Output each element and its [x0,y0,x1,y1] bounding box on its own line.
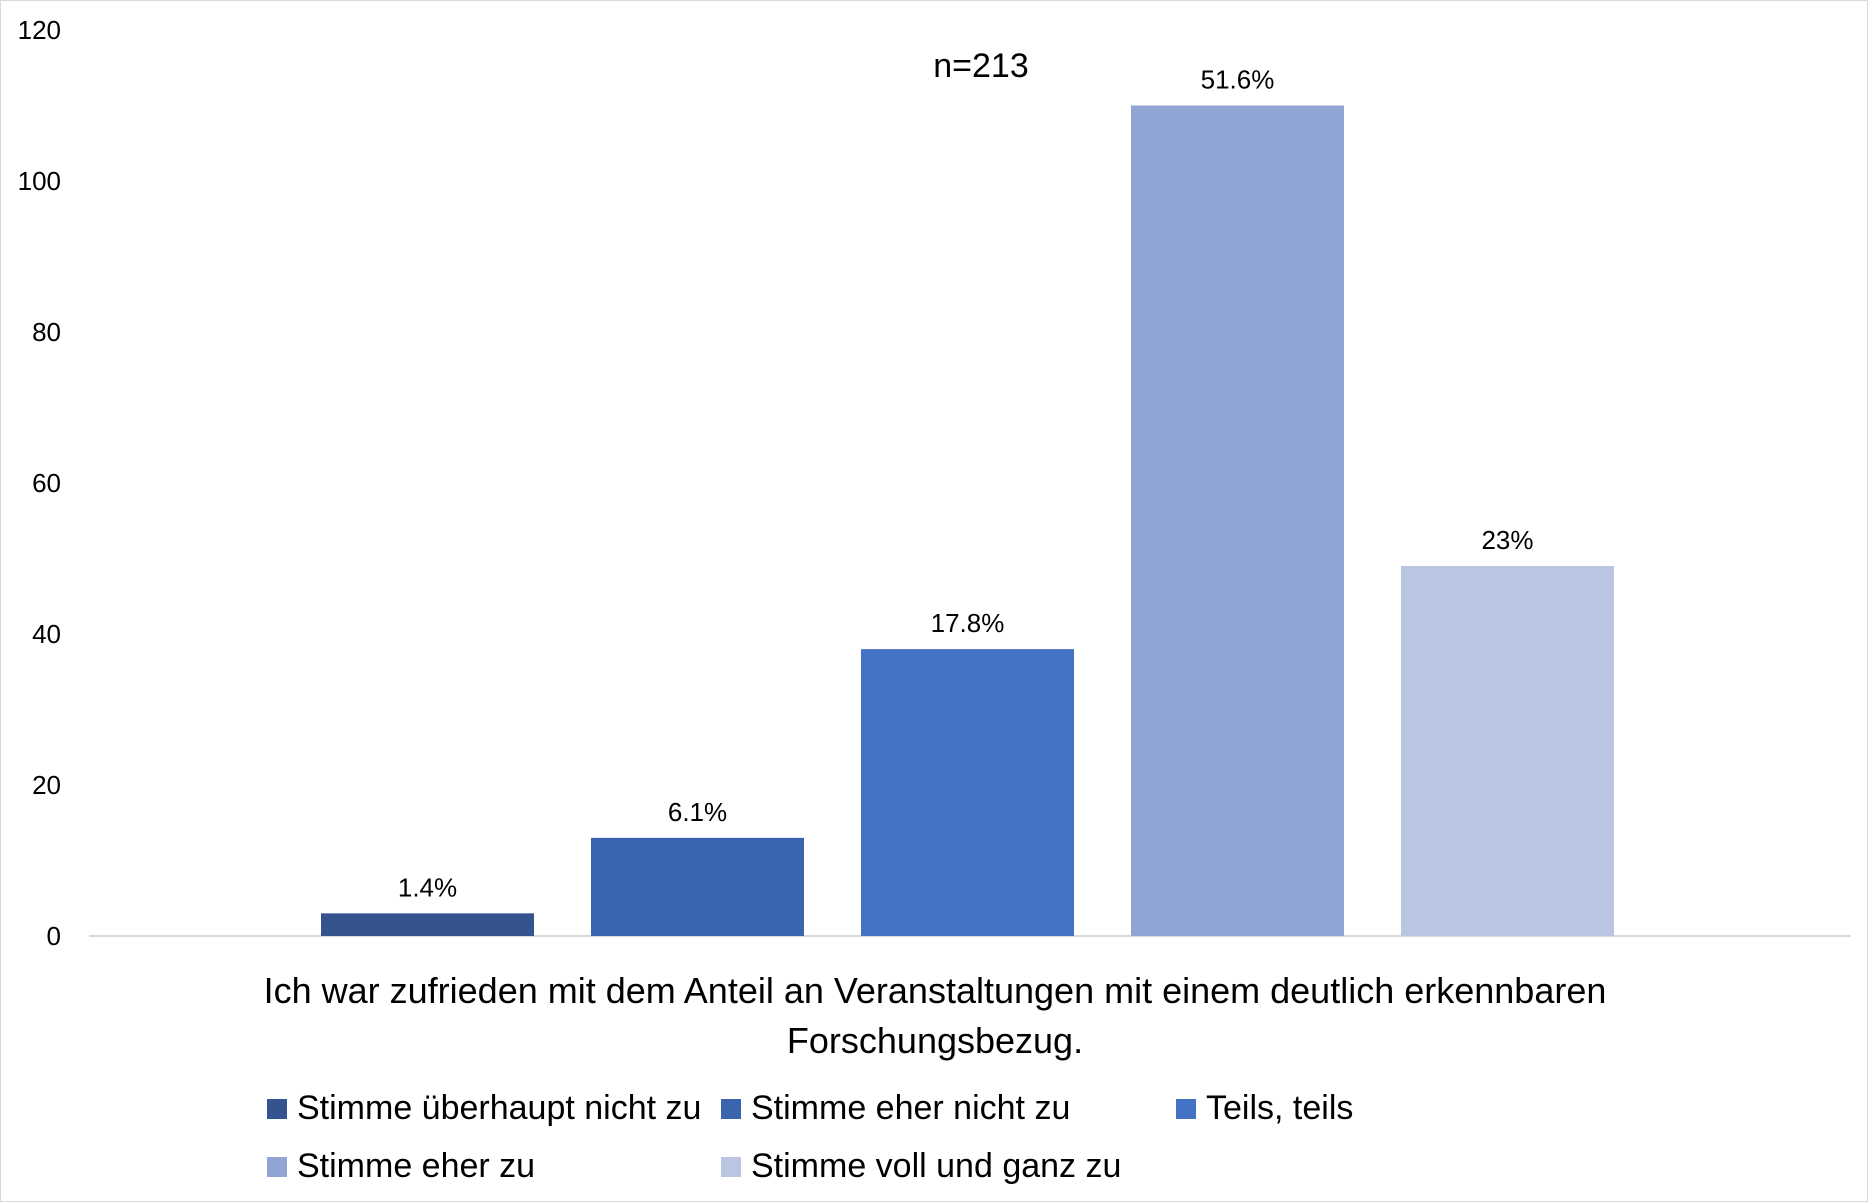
y-tick-label: 0 [47,921,61,951]
legend-item-stimme-voll-und-ganz-zu: Stimme voll und ganz zu [721,1147,1121,1186]
data-label: 23% [1481,525,1533,555]
bar [591,837,804,936]
legend-item-stimme-eher-nicht-zu: Stimme eher nicht zu [721,1089,1070,1128]
legend-label: Stimme voll und ganz zu [751,1147,1122,1185]
data-label: 51.6% [1201,65,1275,95]
y-tick-label: 80 [32,317,61,347]
data-label: 6.1% [668,797,727,827]
y-tick-label: 20 [32,770,61,800]
y-tick-label: 40 [32,619,61,649]
y-tick-label: 100 [18,166,61,196]
legend-swatch [721,1156,741,1177]
legend-item-stimme-eher-zu: Stimme eher zu [267,1147,535,1186]
y-tick-label: 120 [18,15,61,45]
data-label: 1.4% [398,872,457,902]
bar [1401,566,1614,936]
legend-label: Teils, teils [1206,1089,1354,1127]
y-tick-label: 60 [32,468,61,498]
x-axis-label-line-2: Forschungsbezug. [786,1020,1084,1061]
legend-swatch [267,1098,287,1119]
x-axis-label: Ich war zufrieden mit dem Anteil an Vera… [1,966,1868,1066]
bar [861,649,1074,936]
legend-swatch [267,1156,287,1177]
bar [1131,105,1344,936]
legend-item-teils-teils: Teils, teils [1176,1089,1353,1128]
x-axis-label-line-1: Ich war zufrieden mit dem Anteil an Vera… [263,970,1607,1011]
legend-item-stimme-ueberhaupt-nicht-zu: Stimme überhaupt nicht zu [267,1089,701,1128]
legend-label: Stimme überhaupt nicht zu [297,1089,702,1127]
data-label: 17.8% [931,608,1005,638]
legend-swatch [721,1098,741,1119]
legend-swatch [1176,1098,1196,1119]
bar [321,913,534,936]
legend-label: Stimme eher nicht zu [751,1089,1071,1127]
legend-label: Stimme eher zu [297,1147,536,1185]
sample-size-annotation: n=213 [933,47,1029,85]
